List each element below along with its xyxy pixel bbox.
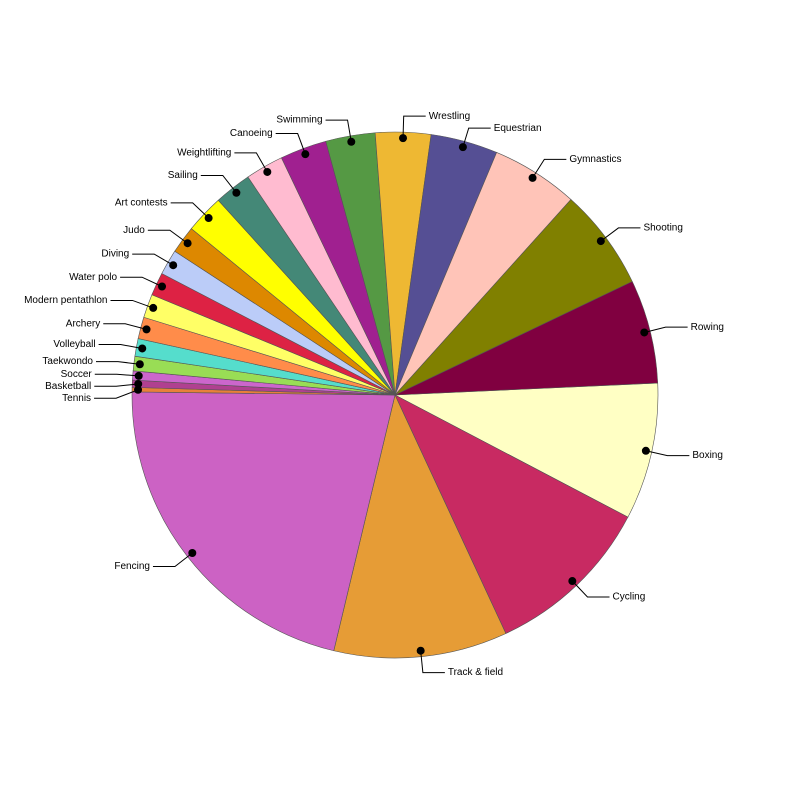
slice-label: Weightlifting: [177, 148, 231, 159]
label-dot: [568, 577, 577, 586]
label-dot: [640, 328, 649, 337]
slice-label: Archery: [66, 318, 100, 329]
label-dot: [134, 379, 143, 388]
label-dot: [138, 344, 147, 353]
slice-label: Art contests: [115, 198, 168, 209]
label-dot: [183, 239, 192, 248]
label-dot: [263, 167, 272, 176]
slice-label: Swimming: [276, 115, 322, 126]
label-dot: [596, 237, 605, 246]
slice-label: Boxing: [692, 450, 723, 461]
leader-line: [98, 343, 143, 349]
label-dot: [142, 325, 151, 334]
leader-line: [152, 552, 193, 568]
leader-line: [94, 389, 139, 399]
slice-label: Water polo: [69, 272, 117, 283]
leader-line: [402, 115, 426, 139]
slice-label: Taekwondo: [42, 356, 93, 367]
leader-line: [94, 373, 139, 377]
label-dot: [188, 549, 197, 558]
label-dot: [204, 214, 213, 223]
slice-label: Volleyball: [53, 339, 95, 350]
slice-label: Canoeing: [230, 128, 273, 139]
label-dot: [301, 150, 310, 159]
label-dot: [641, 446, 650, 455]
label-dot: [169, 261, 178, 270]
slice-label: Sailing: [168, 170, 198, 181]
leader-line: [532, 158, 567, 179]
label-dot: [347, 137, 356, 146]
label-dot: [149, 303, 158, 312]
leader-line: [571, 580, 610, 598]
label-dot: [134, 371, 143, 380]
label-dot: [458, 143, 467, 152]
slice-label: Shooting: [643, 223, 682, 234]
slice-label: Equestrian: [494, 123, 542, 134]
slice-label: Gymnastics: [569, 154, 621, 165]
slice-label: Tennis: [62, 393, 91, 404]
label-dot: [135, 360, 144, 369]
slice-label: Judo: [123, 225, 145, 236]
slice-label: Modern pentathlon: [24, 295, 107, 306]
leader-line: [645, 450, 690, 457]
slice-label: Fencing: [114, 561, 150, 572]
leader-line: [644, 326, 688, 333]
slice-label: Cycling: [613, 592, 646, 603]
leader-line: [325, 119, 352, 142]
label-dot: [134, 385, 143, 394]
leader-line: [103, 323, 147, 330]
slice-label: Diving: [101, 249, 129, 260]
label-dot: [158, 282, 167, 291]
leader-line: [600, 227, 641, 242]
leader-line: [462, 127, 491, 148]
leader-line: [120, 276, 163, 287]
slice-label: Track & field: [448, 667, 503, 678]
label-dot: [232, 188, 241, 197]
label-dot: [528, 173, 537, 182]
leader-line: [96, 361, 140, 365]
leader-line: [132, 253, 174, 266]
slice-label: Basketball: [45, 381, 91, 392]
leader-line: [275, 133, 306, 155]
leader-line: [94, 383, 139, 387]
leader-line: [234, 152, 268, 173]
leader-line: [147, 229, 188, 244]
leader-line: [420, 650, 445, 674]
leader-line: [200, 174, 237, 194]
label-dot: [399, 134, 408, 143]
leader-line: [110, 299, 154, 309]
slice-label: Rowing: [691, 322, 724, 333]
label-dot: [416, 646, 425, 655]
slice-label: Soccer: [61, 369, 93, 380]
leader-line: [170, 202, 209, 219]
slice-label: Wrestling: [429, 111, 471, 122]
